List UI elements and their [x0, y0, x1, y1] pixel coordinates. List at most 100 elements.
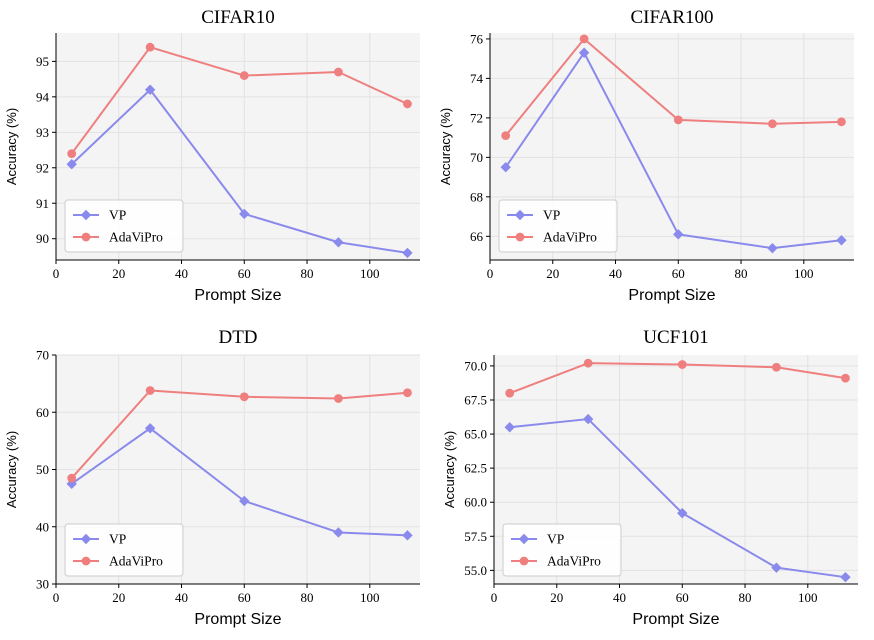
legend-box: [64, 199, 184, 253]
y-tick-label: 70.0: [464, 358, 487, 373]
legend-label-vp: VP: [543, 208, 560, 223]
data-point-adavipro: [239, 392, 249, 402]
data-point-vp: [66, 159, 77, 170]
legend-marker-adavipro: [81, 232, 91, 242]
data-point-vp: [239, 495, 250, 507]
x-tick-label: 100: [794, 266, 814, 281]
legend-label-adavipro: AdaViPro: [543, 230, 597, 245]
x-tick-label: 20: [546, 266, 559, 281]
x-tick-label: 0: [53, 590, 60, 605]
x-axis-label: Prompt Size: [628, 287, 715, 304]
legend-label-vp: VP: [109, 208, 126, 223]
chart-panel-cifar100: 0 20 40 60 80 100 66 68 70 72 74 76 CIFAR100 Prompt S…: [438, 7, 854, 304]
data-point-adavipro: [403, 388, 412, 398]
y-tick-label: 92: [36, 160, 49, 175]
legend-label-adavipro: AdaViPro: [109, 554, 163, 569]
legend-marker-vp: [518, 533, 530, 545]
data-point-vp: [767, 242, 778, 254]
data-point-adavipro: [67, 149, 77, 158]
chart-title: CIFAR10: [201, 7, 275, 28]
x-tick-label: 40: [609, 266, 622, 281]
legend-marker-vp: [514, 209, 526, 221]
data-point-vp: [239, 208, 250, 220]
legend-label-vp: VP: [547, 532, 564, 547]
y-tick-label: 30: [36, 577, 49, 592]
y-tick-label: 74: [470, 71, 484, 86]
legend-box: [498, 199, 618, 253]
legend-label-adavipro: AdaViPro: [109, 230, 163, 245]
x-tick-label: 100: [360, 590, 380, 605]
legend-marker-vp: [80, 209, 92, 221]
legend-box: [64, 523, 184, 577]
chart-panel-ucf101: 0 20 40 60 80 100 55.0 57.5 60.0 62.5 65.0 67.5 70.0…: [442, 327, 858, 628]
y-tick-label: 65.0: [464, 427, 487, 442]
legend-item-adavipro: AdaViPro: [507, 230, 597, 245]
y-tick-label: 76: [470, 31, 484, 46]
y-tick-label: 66: [470, 229, 484, 244]
data-point-vp: [66, 478, 77, 490]
x-tick-label: 60: [238, 266, 251, 281]
data-point-vp: [144, 84, 156, 95]
legend-item-vp: VP: [507, 208, 560, 223]
y-tick-label: 95: [36, 54, 49, 69]
series-adavipro: [67, 386, 412, 483]
data-point-vp: [144, 423, 156, 434]
x-tick-label: 20: [550, 590, 563, 605]
data-point-adavipro: [583, 358, 593, 368]
data-point-adavipro: [673, 115, 683, 125]
series-adavipro: [67, 42, 412, 158]
data-point-adavipro: [579, 34, 589, 44]
data-point-vp: [402, 247, 413, 259]
y-tick-label: 94: [36, 89, 50, 104]
y-axis-label: Accuracy (%): [438, 108, 453, 185]
data-point-adavipro: [501, 131, 511, 141]
y-axis-label: Accuracy (%): [4, 431, 19, 508]
data-point-adavipro: [768, 119, 777, 129]
data-point-vp: [582, 413, 594, 425]
data-point-adavipro: [334, 394, 343, 403]
legend-item-adavipro: AdaViPro: [511, 554, 601, 569]
data-point-vp: [504, 422, 515, 433]
y-tick-label: 40: [36, 519, 49, 534]
legend: VP AdaViPro: [502, 523, 622, 577]
x-tick-label: 20: [112, 590, 125, 605]
data-point-vp: [578, 47, 590, 58]
legend-marker-adavipro: [81, 556, 91, 566]
data-point-adavipro: [841, 373, 850, 383]
y-tick-label: 93: [36, 125, 49, 140]
legend-item-vp: VP: [511, 532, 564, 547]
x-tick-label: 40: [175, 266, 188, 281]
legend-marker-vp: [80, 533, 92, 545]
legend: VP AdaViPro: [64, 199, 184, 253]
data-point-adavipro: [334, 67, 343, 77]
y-tick-label: 70: [36, 348, 49, 363]
x-tick-label: 80: [301, 266, 314, 281]
y-axis-label: Accuracy (%): [442, 431, 457, 508]
x-tick-label: 0: [487, 266, 494, 281]
x-axis-label: Prompt Size: [632, 611, 719, 628]
series-vp: [66, 84, 413, 259]
chart-title: UCF101: [643, 327, 708, 348]
y-tick-label: 70: [470, 150, 483, 165]
data-point-vp: [333, 237, 344, 248]
y-tick-label: 55.0: [464, 563, 487, 578]
x-tick-label: 80: [735, 266, 748, 281]
data-point-adavipro: [239, 71, 249, 80]
y-tick-label: 60: [36, 405, 49, 420]
legend-item-vp: VP: [73, 532, 126, 547]
y-tick-label: 72: [470, 110, 483, 125]
chart-panel-dtd: 0 20 40 60 80 100 30 40 50 60 70 DTD Prompt Size Accu…: [4, 327, 420, 628]
legend-label-adavipro: AdaViPro: [547, 554, 601, 569]
x-tick-label: 40: [613, 590, 626, 605]
legend: VP AdaViPro: [498, 199, 618, 253]
data-point-adavipro: [67, 473, 77, 483]
x-tick-label: 60: [238, 590, 251, 605]
x-tick-label: 60: [676, 590, 689, 605]
legend-item-vp: VP: [73, 208, 126, 223]
data-point-adavipro: [505, 388, 515, 398]
series-adavipro: [505, 358, 850, 398]
x-tick-label: 0: [491, 590, 498, 605]
chart-title: DTD: [218, 327, 257, 348]
legend-box: [502, 523, 622, 577]
legend-marker-adavipro: [515, 232, 525, 242]
